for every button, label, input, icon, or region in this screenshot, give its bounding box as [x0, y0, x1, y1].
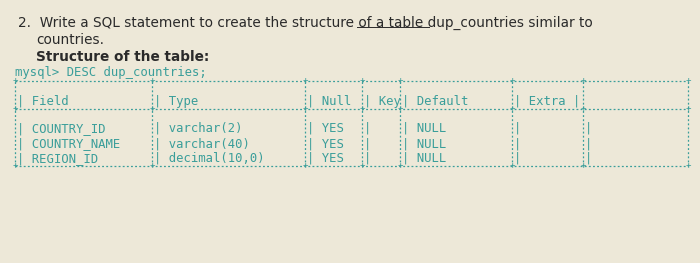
Text: 2.  Write a SQL statement to create the structure of a table dup_countries simil: 2. Write a SQL statement to create the s… — [18, 16, 593, 30]
Text: Structure of the table:: Structure of the table: — [36, 50, 209, 64]
Text: +: + — [149, 77, 155, 85]
Text: +: + — [510, 77, 514, 85]
Text: +: + — [359, 77, 365, 85]
Text: | NULL: | NULL — [402, 122, 447, 135]
Text: +: + — [398, 161, 402, 170]
Text: +: + — [685, 77, 691, 85]
Text: +: + — [685, 104, 691, 114]
Text: |: | — [364, 122, 372, 135]
Text: +: + — [13, 77, 18, 85]
Text: |: | — [585, 152, 592, 165]
Text: countries.: countries. — [36, 33, 104, 47]
Text: | Default: | Default — [402, 95, 468, 108]
Text: | YES: | YES — [307, 137, 344, 150]
Text: +: + — [302, 77, 308, 85]
Text: |: | — [585, 122, 592, 135]
Text: | Key: | Key — [364, 95, 401, 108]
Text: |: | — [514, 137, 522, 150]
Text: |: | — [514, 152, 522, 165]
Text: | Extra |: | Extra | — [514, 95, 580, 108]
Text: +: + — [580, 104, 586, 114]
Text: +: + — [580, 77, 586, 85]
Text: |: | — [514, 122, 522, 135]
Text: +: + — [510, 161, 514, 170]
Text: | YES: | YES — [307, 152, 344, 165]
Text: +: + — [398, 104, 402, 114]
Text: | varchar(40): | varchar(40) — [154, 137, 250, 150]
Text: +: + — [510, 104, 514, 114]
Text: +: + — [302, 161, 308, 170]
Text: |: | — [364, 152, 372, 165]
Text: | NULL: | NULL — [402, 137, 447, 150]
Text: +: + — [398, 77, 402, 85]
Text: |: | — [364, 137, 372, 150]
Text: +: + — [302, 104, 308, 114]
Text: +: + — [685, 161, 691, 170]
Text: | NULL: | NULL — [402, 152, 447, 165]
Text: +: + — [13, 161, 18, 170]
Text: +: + — [580, 161, 586, 170]
Text: +: + — [149, 104, 155, 114]
Text: | decimal(10,0): | decimal(10,0) — [154, 152, 265, 165]
Text: |: | — [585, 137, 592, 150]
Text: | Type: | Type — [154, 95, 198, 108]
Text: +: + — [13, 104, 18, 114]
Text: | varchar(2): | varchar(2) — [154, 122, 242, 135]
Text: | COUNTRY_NAME: | COUNTRY_NAME — [17, 137, 120, 150]
Text: +: + — [359, 104, 365, 114]
Text: | YES: | YES — [307, 122, 344, 135]
Text: +: + — [149, 161, 155, 170]
Text: | COUNTRY_ID: | COUNTRY_ID — [17, 122, 106, 135]
Text: | Null: | Null — [307, 95, 351, 108]
Text: | REGION_ID: | REGION_ID — [17, 152, 98, 165]
Text: +: + — [359, 161, 365, 170]
Text: mysql> DESC dup_countries;: mysql> DESC dup_countries; — [15, 66, 206, 79]
Text: | Field: | Field — [17, 95, 69, 108]
